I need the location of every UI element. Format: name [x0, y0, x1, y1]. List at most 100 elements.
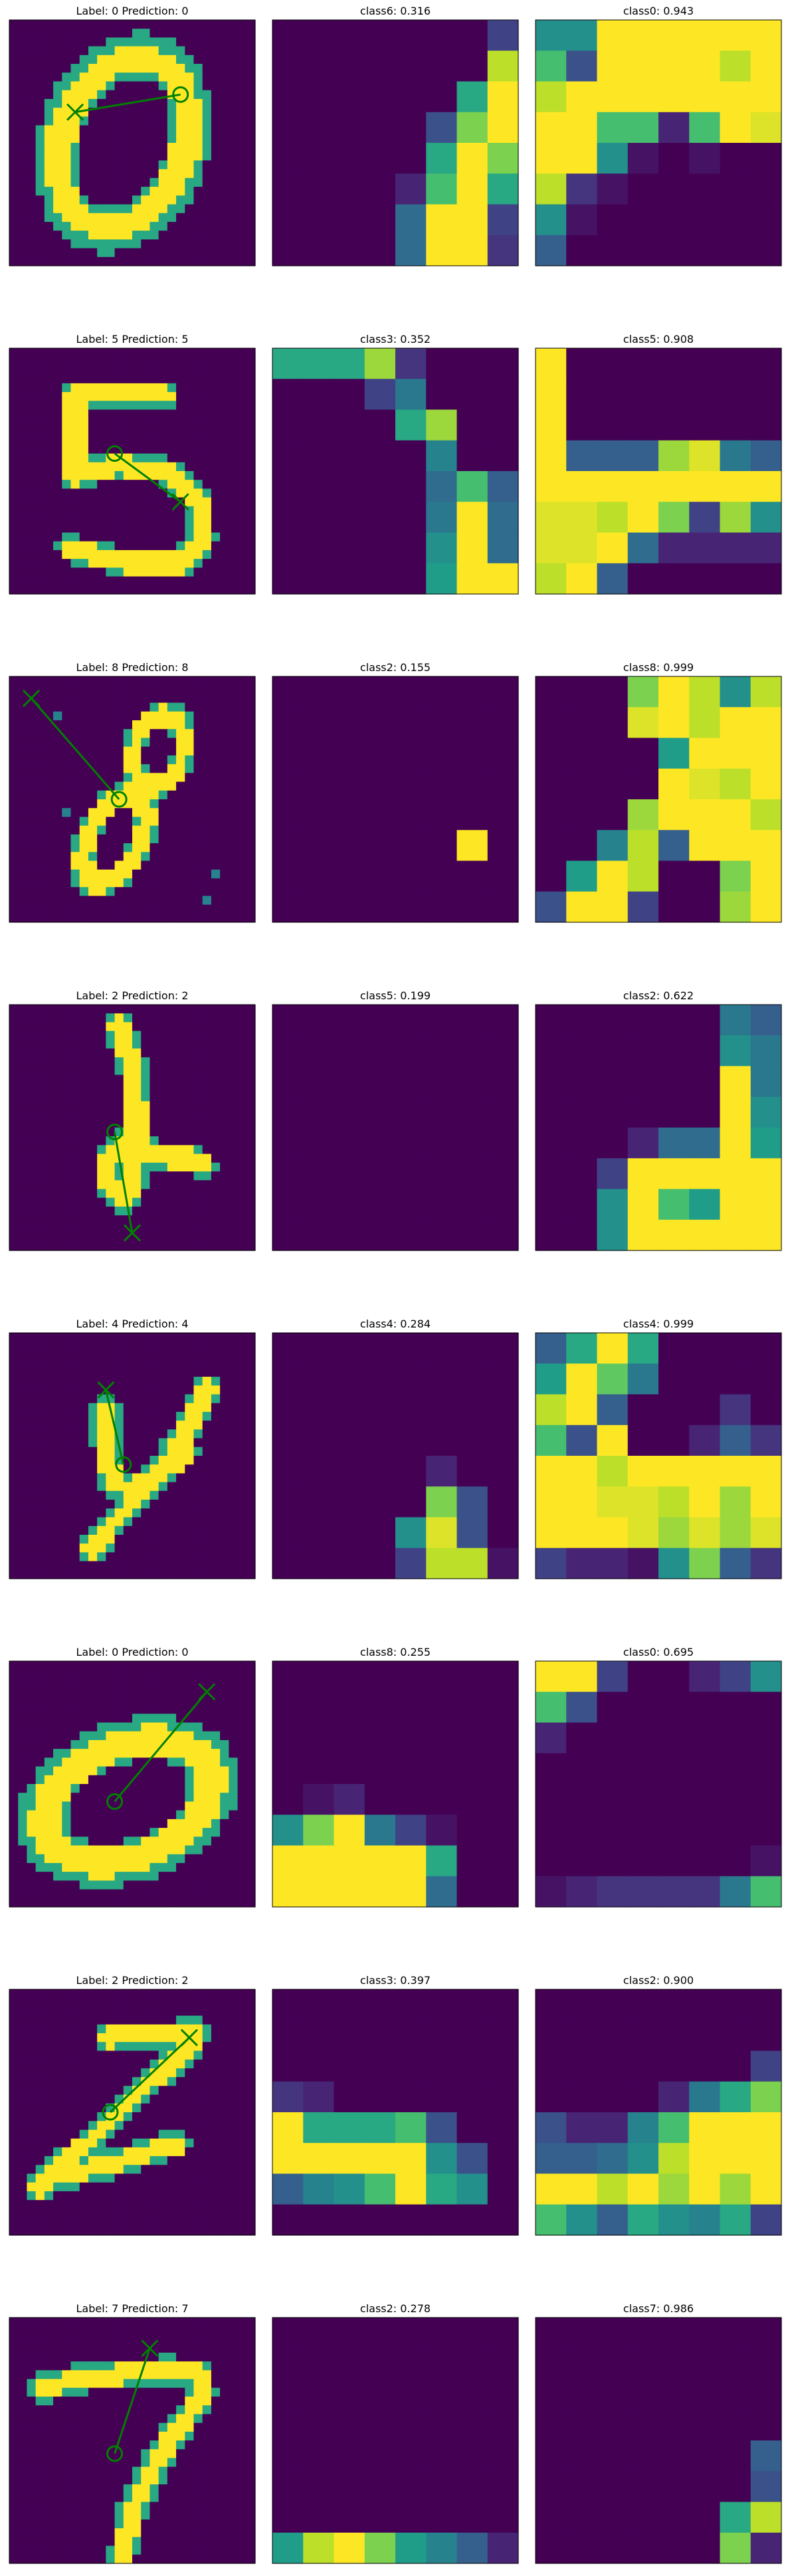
heatmap-cell — [193, 488, 203, 498]
heatmap-cell — [53, 1180, 62, 1190]
heatmap-cell — [18, 576, 28, 586]
heatmap-cell — [106, 576, 116, 586]
heatmap-cell — [27, 418, 37, 428]
heatmap-cell — [185, 116, 195, 126]
heatmap-cell — [123, 524, 133, 534]
heatmap-cell — [79, 1110, 89, 1120]
heatmap-cell — [689, 676, 721, 708]
heatmap-cell — [53, 409, 62, 419]
heatmap-cell — [106, 1057, 116, 1067]
heatmap-cell — [70, 54, 80, 64]
heatmap-cell — [106, 471, 116, 480]
heatmap-cell — [220, 256, 229, 266]
heatmap-cell — [750, 1035, 782, 1067]
heatmap-cell — [35, 1526, 45, 1536]
heatmap-cell — [123, 1385, 133, 1395]
heatmap-cell — [220, 1429, 229, 1439]
heatmap-cell — [202, 231, 212, 240]
heatmap-cell — [123, 256, 133, 266]
heatmap-cell — [123, 1714, 133, 1724]
heatmap-cell — [79, 401, 89, 411]
heatmap-cell — [536, 143, 567, 174]
heatmap-cell — [185, 1341, 195, 1351]
heatmap-cell — [132, 559, 142, 568]
heatmap-cell — [141, 134, 151, 144]
heatmap-cell — [750, 1547, 782, 1579]
heatmap-cell — [627, 204, 659, 236]
heatmap-cell — [44, 1569, 54, 1579]
heatmap-cell — [272, 1363, 304, 1395]
heatmap-cell — [220, 374, 229, 384]
heatmap-cell — [750, 471, 782, 502]
heatmap-cell — [88, 20, 98, 29]
heatmap-cell — [211, 1722, 221, 1732]
heatmap-cell — [158, 365, 168, 375]
heatmap-cell — [18, 1403, 28, 1413]
heatmap-cell — [141, 231, 151, 240]
heatmap-cell — [62, 1359, 72, 1369]
heatmap-cell — [44, 1508, 54, 1518]
heatmap-cell — [220, 1385, 229, 1395]
heatmap-cell — [202, 1101, 212, 1111]
heatmap-cell — [237, 64, 247, 73]
heatmap-cell — [9, 1022, 19, 1032]
heatmap-cell — [167, 1678, 177, 1688]
heatmap-cell — [114, 365, 124, 375]
heatmap-cell — [141, 1057, 151, 1067]
heatmap-cell — [229, 116, 239, 126]
heatmap-cell — [106, 116, 116, 126]
heatmap-cell — [70, 878, 80, 888]
heatmap-cell — [114, 1714, 124, 1724]
heatmap-cell — [44, 488, 54, 498]
heatmap-cell — [106, 187, 116, 196]
heatmap-cell — [220, 1739, 229, 1749]
heatmap-cell — [70, 1333, 80, 1342]
heatmap-cell — [237, 20, 247, 29]
heatmap-cell — [88, 1661, 98, 1670]
heatmap-cell — [44, 808, 54, 818]
heatmap-cell — [44, 1180, 54, 1190]
heatmap-cell — [114, 1394, 124, 1404]
heatmap-cell — [9, 1180, 19, 1190]
heatmap-cell — [176, 834, 185, 844]
heatmap-cell — [246, 1464, 256, 1474]
heatmap-cell — [35, 1473, 45, 1483]
heatmap-cell — [229, 453, 239, 463]
heatmap-cell — [70, 1039, 80, 1049]
heatmap-cell — [53, 541, 62, 551]
circle-marker — [115, 1456, 132, 1473]
heatmap-cell — [237, 445, 247, 454]
heatmap-cell — [167, 1022, 177, 1032]
heatmap-cell — [97, 1048, 106, 1058]
heatmap-cell — [53, 348, 62, 357]
heatmap-cell — [62, 843, 72, 852]
heatmap-cell — [88, 585, 98, 595]
heatmap-cell — [395, 235, 427, 266]
heatmap-cell — [106, 1731, 116, 1741]
heatmap-cell — [132, 1092, 142, 1102]
heatmap-cell — [193, 1233, 203, 1242]
heatmap-cell — [658, 471, 690, 502]
heatmap-cell — [246, 125, 256, 135]
heatmap-cell — [62, 213, 72, 223]
heatmap-cell — [62, 160, 72, 170]
heatmap-cell — [79, 1367, 89, 1377]
heatmap-cell — [211, 764, 221, 773]
heatmap-cell — [202, 887, 212, 896]
heatmap-cell — [193, 1241, 203, 1251]
heatmap-cell — [27, 392, 37, 401]
heatmap-cell — [176, 143, 185, 152]
heatmap-cell — [229, 676, 239, 686]
heatmap-cell — [97, 1421, 106, 1430]
heatmap-cell — [97, 1145, 106, 1155]
heatmap-cell — [62, 383, 72, 393]
heatmap-cell — [193, 1145, 203, 1155]
heatmap-cell — [627, 440, 659, 472]
heatmap-cell — [70, 143, 80, 152]
heatmap-cell — [141, 1128, 151, 1137]
heatmap-cell — [62, 1670, 72, 1680]
heatmap-cell — [202, 878, 212, 888]
heatmap-cell — [18, 1696, 28, 1706]
heatmap-cell — [176, 1110, 185, 1120]
heatmap-cell — [193, 1411, 203, 1421]
